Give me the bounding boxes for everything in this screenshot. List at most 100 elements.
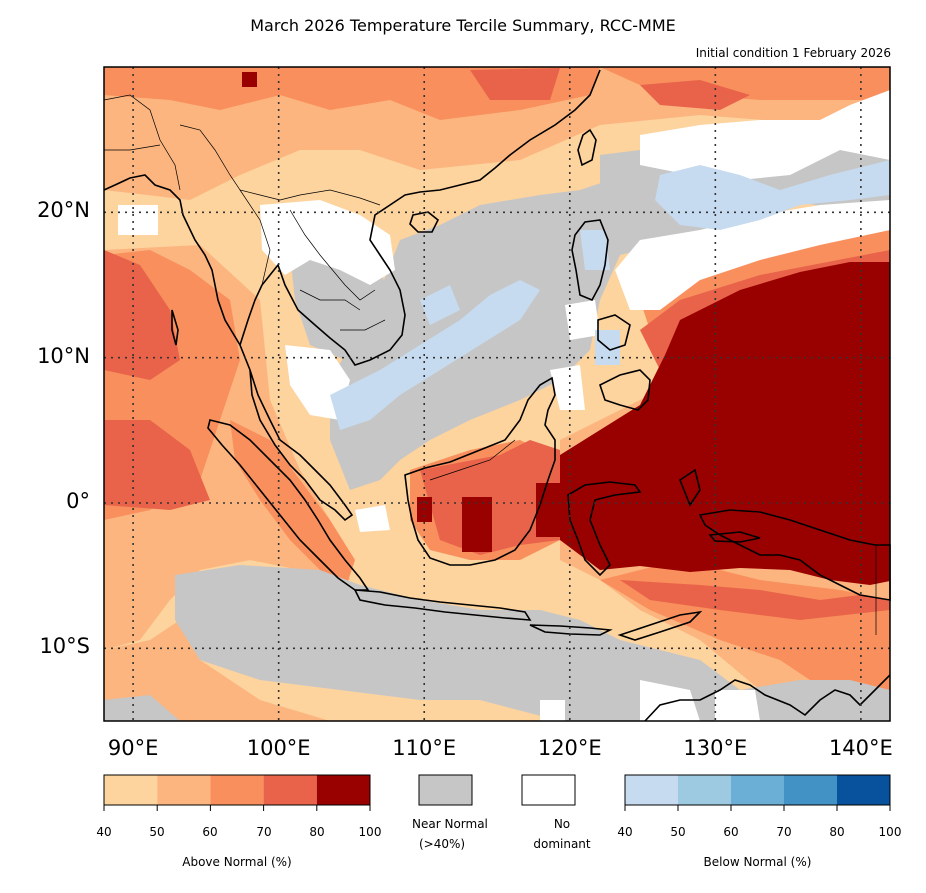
below-tick-70: 70 xyxy=(776,825,792,839)
above-tick-60: 60 xyxy=(202,825,218,839)
near-normal-caption-1: Near Normal xyxy=(412,817,488,831)
coast-philippines-visayas xyxy=(597,314,631,351)
border-myanmar-thailand xyxy=(239,189,271,286)
lon-label-120e: 120°E xyxy=(537,736,602,760)
below-swatch-3 xyxy=(784,775,837,805)
field-a2-south xyxy=(104,620,330,721)
above-swatch-2 xyxy=(210,775,264,805)
near-normal-caption-2: (>40%) xyxy=(419,837,466,851)
border-laos xyxy=(289,209,376,301)
lat-label-10s: 10°S xyxy=(39,634,90,659)
field-b1-ph xyxy=(580,230,610,270)
below-tick-50: 50 xyxy=(670,825,686,839)
field-a4-io xyxy=(104,420,210,510)
colorbar-below-normal xyxy=(624,774,891,806)
above-tick-100: 100 xyxy=(358,825,382,839)
lon-label-100e: 100°E xyxy=(246,736,311,760)
below-swatch-1 xyxy=(678,775,731,805)
map-frame xyxy=(103,66,891,722)
colorbar-near-normal xyxy=(418,774,473,806)
lat-label-10n: 10°N xyxy=(37,343,90,368)
below-normal-caption: Below Normal (%) xyxy=(703,855,812,869)
colorbar-ticks xyxy=(103,805,891,811)
country-borders xyxy=(103,94,877,635)
coast-taiwan xyxy=(577,128,597,167)
below-tick-80: 80 xyxy=(829,825,845,839)
field-nodom-s2 xyxy=(715,690,760,721)
border-myanmar-china xyxy=(179,124,281,201)
lat-label-0: 0° xyxy=(66,489,90,513)
field-a5-borneo1 xyxy=(462,497,492,552)
border-cambodia-vietnam xyxy=(340,319,386,331)
field-a5-east xyxy=(560,262,890,585)
below-swatch-2 xyxy=(731,775,784,805)
field-a4-bay xyxy=(104,250,180,380)
field-a3-sumatra xyxy=(230,420,355,590)
no-dominant-caption-1: No xyxy=(553,817,571,831)
coast-ceram xyxy=(708,531,761,543)
above-tick-70: 70 xyxy=(256,825,272,839)
lon-label-110e: 110°E xyxy=(392,736,457,760)
gridlines xyxy=(104,67,890,721)
field-nodom-east xyxy=(615,200,890,310)
border-bhutan xyxy=(104,144,161,151)
below-tick-40: 40 xyxy=(617,825,633,839)
lon-label-130e: 130°E xyxy=(683,736,748,760)
above-normal-caption: Above Normal (%) xyxy=(182,855,292,869)
field-near-se xyxy=(740,680,890,721)
below-swatch-4 xyxy=(837,775,890,805)
field-a3-north xyxy=(104,67,600,120)
initial-condition-label: Initial condition 1 February 2026 xyxy=(695,46,891,60)
coast-australia xyxy=(644,674,891,722)
tercile-field xyxy=(104,67,890,721)
field-b1-gulf xyxy=(420,285,460,325)
field-near-kimberley xyxy=(104,695,180,721)
coastlines xyxy=(103,69,891,722)
coast-sulawesi xyxy=(567,481,642,577)
border-china-vietnam xyxy=(279,189,381,206)
colorbar-above-normal xyxy=(103,774,371,806)
field-nodom-bay xyxy=(118,205,158,235)
coast-sumatra xyxy=(207,419,370,591)
field-nodom-sulawesi xyxy=(550,365,585,410)
below-swatch-0 xyxy=(625,775,678,805)
coast-philippines-luzon xyxy=(571,219,609,302)
map-title: March 2026 Temperature Tercile Summary, … xyxy=(250,16,676,35)
field-nodom-ph xyxy=(565,300,600,340)
no-dominant-caption-2: dominant xyxy=(533,837,591,851)
coast-newguinea xyxy=(698,509,891,601)
above-swatch-1 xyxy=(157,775,211,805)
above-tick-50: 50 xyxy=(149,825,165,839)
above-tick-80: 80 xyxy=(309,825,325,839)
coast-philippines-mindanao xyxy=(599,369,651,411)
below-tick-60: 60 xyxy=(723,825,739,839)
colorbar-no-dominant xyxy=(521,774,576,806)
coast-borneo xyxy=(404,376,556,566)
below-tick-100: 100 xyxy=(878,825,902,839)
field-b1-scs xyxy=(330,280,540,430)
field-a4-se xyxy=(620,580,890,620)
below-frame xyxy=(624,774,891,806)
coast-timor xyxy=(617,610,703,641)
field-nodom-borneo xyxy=(355,505,390,532)
field-nodom-ne xyxy=(640,90,890,180)
coast-asia-mainland xyxy=(103,69,601,522)
lat-label-20n: 20°N xyxy=(37,198,90,223)
coast-lesser-sunda xyxy=(529,624,613,636)
above-swatch-3 xyxy=(263,775,317,805)
border-india-myanmar xyxy=(103,94,181,191)
field-near-java-sea xyxy=(175,565,740,721)
field-a4-nc xyxy=(470,68,560,100)
lon-label-90e: 90°E xyxy=(107,736,159,760)
above-swatch-4 xyxy=(316,775,370,805)
border-thailand-cambodia xyxy=(299,289,361,311)
coast-halmahera xyxy=(679,468,701,507)
field-near-scs xyxy=(330,160,790,490)
lon-label-140e: 140°E xyxy=(828,736,893,760)
field-nodom-s3 xyxy=(540,700,565,721)
field-a3-northeast xyxy=(600,67,890,100)
above-frame xyxy=(103,774,371,806)
border-borneo xyxy=(429,439,516,481)
above-swatch-0 xyxy=(104,775,158,805)
